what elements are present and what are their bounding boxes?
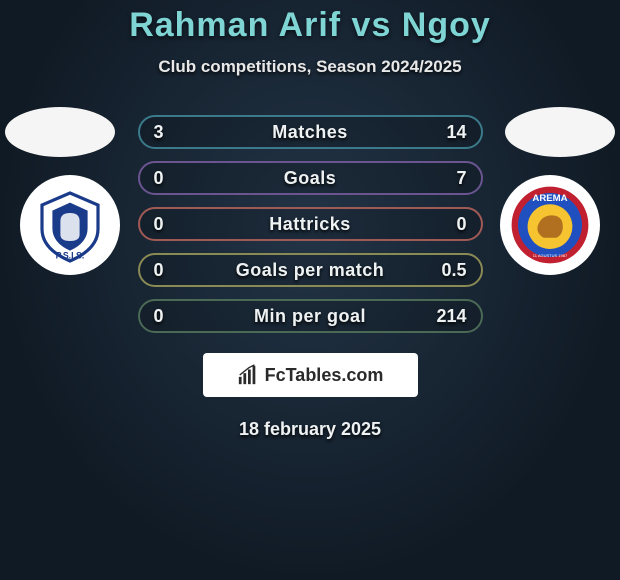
stat-label: Goals <box>284 168 337 189</box>
date-line: 18 february 2025 <box>0 419 620 440</box>
stat-row-hattricks: 0 Hattricks 0 <box>138 207 483 241</box>
stat-left-value: 0 <box>154 168 164 189</box>
stat-label: Matches <box>272 122 348 143</box>
stat-left-value: 0 <box>154 214 164 235</box>
player-right-crest: AREMA 11 AGUSTUS 1987 <box>500 175 600 275</box>
stat-row-matches: 3 Matches 14 <box>138 115 483 149</box>
stat-left-value: 0 <box>154 260 164 281</box>
branding-text: FcTables.com <box>265 365 384 386</box>
stat-label: Hattricks <box>269 214 351 235</box>
stat-right-value: 0 <box>456 214 466 235</box>
branding-box[interactable]: FcTables.com <box>203 353 418 397</box>
crest-right-text: AREMA <box>532 193 567 204</box>
stats-area: P.S.I.S. AREMA 11 AGUSTUS 1987 3 Matches… <box>0 115 620 440</box>
subtitle: Club competitions, Season 2024/2025 <box>0 57 620 77</box>
stat-left-value: 3 <box>154 122 164 143</box>
crest-left-svg: P.S.I.S. <box>30 185 110 265</box>
stat-right-value: 214 <box>436 306 466 327</box>
stat-left-value: 0 <box>154 306 164 327</box>
stat-right-value: 14 <box>446 122 466 143</box>
stat-label: Goals per match <box>236 260 385 281</box>
crest-right-svg: AREMA 11 AGUSTUS 1987 <box>510 185 590 265</box>
stat-right-value: 0.5 <box>441 260 466 281</box>
crest-left-text: P.S.I.S. <box>56 251 85 261</box>
chart-icon <box>237 364 259 386</box>
player-right-photo <box>505 107 615 157</box>
stat-label: Min per goal <box>254 306 366 327</box>
stat-row-goals: 0 Goals 7 <box>138 161 483 195</box>
player-left-crest: P.S.I.S. <box>20 175 120 275</box>
stat-row-mpg: 0 Min per goal 214 <box>138 299 483 333</box>
player-left-photo <box>5 107 115 157</box>
stat-right-value: 7 <box>456 168 466 189</box>
page-title: Rahman Arif vs Ngoy <box>0 6 620 45</box>
svg-text:11 AGUSTUS 1987: 11 AGUSTUS 1987 <box>533 253 568 258</box>
stat-row-gpm: 0 Goals per match 0.5 <box>138 253 483 287</box>
main-container: Rahman Arif vs Ngoy Club competitions, S… <box>0 0 620 440</box>
